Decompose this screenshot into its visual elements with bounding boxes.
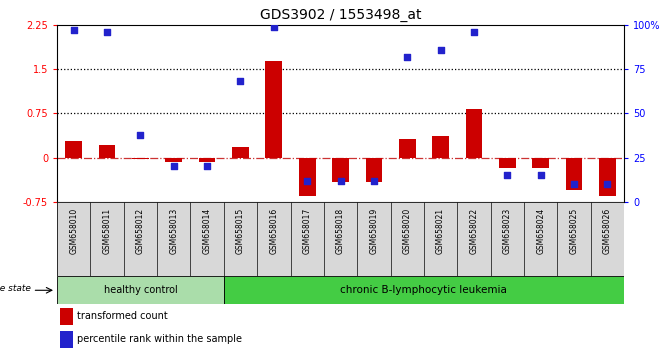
Bar [566, 158, 582, 190]
Bar [599, 158, 616, 196]
Point [602, 181, 613, 187]
Point [535, 172, 546, 178]
Bar [524, 202, 558, 276]
Bar [491, 202, 524, 276]
Text: GSM658019: GSM658019 [369, 208, 378, 254]
Bar [391, 202, 424, 276]
Bar [57, 276, 224, 304]
Text: transformed count: transformed count [77, 312, 168, 321]
Bar [199, 158, 215, 162]
Bar [232, 147, 249, 158]
Text: GSM658020: GSM658020 [403, 208, 412, 254]
Text: GSM658010: GSM658010 [69, 208, 79, 254]
Bar [366, 158, 382, 182]
Bar [123, 202, 157, 276]
Bar [224, 276, 624, 304]
Text: GSM658022: GSM658022 [470, 208, 478, 254]
Text: GSM658024: GSM658024 [536, 208, 545, 254]
Bar [191, 202, 224, 276]
Text: chronic B-lymphocytic leukemia: chronic B-lymphocytic leukemia [340, 285, 507, 295]
Text: GSM658021: GSM658021 [436, 208, 445, 254]
Point [102, 29, 113, 35]
Text: GSM658012: GSM658012 [136, 208, 145, 254]
Title: GDS3902 / 1553498_at: GDS3902 / 1553498_at [260, 8, 421, 22]
Text: GSM658016: GSM658016 [269, 208, 278, 254]
Bar [299, 158, 315, 196]
Text: GSM658026: GSM658026 [603, 208, 612, 254]
Point [402, 54, 413, 59]
Bar [132, 158, 149, 159]
Text: GSM658025: GSM658025 [570, 208, 578, 254]
Point [302, 178, 313, 183]
Bar [558, 202, 590, 276]
Point [336, 178, 346, 183]
Point [235, 79, 246, 84]
Bar [60, 331, 72, 348]
Point [135, 132, 146, 137]
Bar [499, 158, 515, 168]
Text: disease state: disease state [0, 284, 32, 293]
Text: GSM658023: GSM658023 [503, 208, 512, 254]
Point [468, 29, 479, 35]
Text: GSM658018: GSM658018 [336, 208, 345, 254]
Bar [357, 202, 391, 276]
Bar [99, 144, 115, 158]
Bar [332, 158, 349, 182]
Bar [157, 202, 191, 276]
Bar [532, 158, 549, 168]
Bar [424, 202, 457, 276]
Text: GSM658014: GSM658014 [203, 208, 211, 254]
Text: GSM658015: GSM658015 [236, 208, 245, 254]
Point [368, 178, 379, 183]
Bar [324, 202, 357, 276]
Bar [65, 141, 82, 158]
Point [168, 164, 179, 169]
Text: GSM658017: GSM658017 [303, 208, 312, 254]
Bar [91, 202, 123, 276]
Bar [590, 202, 624, 276]
Text: percentile rank within the sample: percentile rank within the sample [77, 335, 242, 344]
Bar [257, 202, 291, 276]
Bar [57, 202, 91, 276]
Bar [224, 202, 257, 276]
Point [68, 27, 79, 33]
Bar [399, 139, 415, 158]
Bar [291, 202, 324, 276]
Bar [457, 202, 491, 276]
Bar [266, 61, 282, 158]
Text: GSM658011: GSM658011 [103, 208, 111, 254]
Point [202, 164, 213, 169]
Bar [466, 109, 482, 158]
Bar [166, 158, 182, 162]
Point [435, 47, 446, 52]
Bar [60, 308, 72, 325]
Bar [432, 136, 449, 158]
Text: healthy control: healthy control [103, 285, 177, 295]
Point [268, 24, 279, 29]
Text: GSM658013: GSM658013 [169, 208, 178, 254]
Point [568, 181, 579, 187]
Point [502, 172, 513, 178]
